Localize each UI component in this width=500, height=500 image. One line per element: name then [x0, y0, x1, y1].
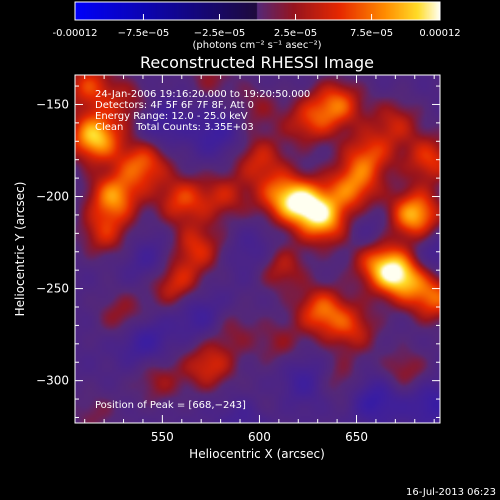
heatmap-image — [75, 75, 440, 423]
footer-timestamp: 16-Jul-2013 06:23 — [406, 487, 496, 498]
colorbar-ticks: -0.00012 −7.5e−05 −2.5e−05 2.5e−05 7.5e−05 0.… — [53, 14, 461, 39]
x-axis-label: Heliocentric X (arcsec) — [189, 447, 325, 461]
colorbar-tick-label: −7.5e−05 — [118, 28, 170, 39]
info-detectors: Detectors: 4F 5F 6F 7F 8F, Att 0 — [95, 100, 254, 111]
y-tick-label: −150 — [36, 97, 69, 111]
y-tick-label: −200 — [36, 190, 69, 204]
plot-area: 550 600 650 −150 −200 −250 −300 — [36, 74, 441, 444]
x-tick-label: 550 — [151, 430, 174, 444]
colorbar: -0.00012 −7.5e−05 −2.5e−05 2.5e−05 7.5e−05 0.… — [53, 1, 461, 51]
y-axis-label: Heliocentric Y (arcsec) — [13, 182, 27, 317]
chart-title: Reconstructed RHESSI Image — [140, 53, 374, 72]
colorbar-gradient — [75, 2, 440, 20]
colorbar-tick-label: 0.00012 — [419, 28, 460, 39]
info-clean: Clean Total Counts: 3.35E+03 — [95, 122, 254, 133]
colorbar-tick-label: 7.5e−05 — [350, 28, 393, 39]
peak-position-label: Position of Peak = [668,−243] — [95, 400, 246, 411]
x-tick-label: 600 — [248, 430, 271, 444]
colorbar-units: (photons cm⁻² s⁻¹ asec⁻²) — [192, 40, 321, 51]
axis-ticks: 550 600 650 −150 −200 −250 −300 — [36, 75, 440, 444]
y-tick-label: −300 — [36, 374, 69, 388]
colorbar-tick-label: −2.5e−05 — [194, 28, 246, 39]
x-tick-label: 650 — [345, 430, 368, 444]
info-text: 24-Jan-2006 19:16:20.000 to 19:20:50.000… — [95, 89, 310, 411]
colorbar-tick-label: -0.00012 — [53, 28, 98, 39]
info-time: 24-Jan-2006 19:16:20.000 to 19:20:50.000 — [95, 89, 310, 100]
info-energy: Energy Range: 12.0 - 25.0 keV — [95, 111, 248, 122]
colorbar-tick-label: 2.5e−05 — [274, 28, 317, 39]
y-tick-label: −250 — [36, 282, 69, 296]
